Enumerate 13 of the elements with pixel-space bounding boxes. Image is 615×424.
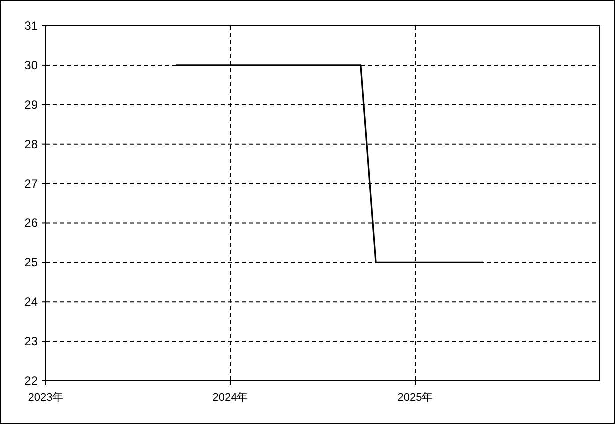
- x-tick-label: 2023年: [28, 392, 64, 404]
- y-tick-label: 30: [24, 58, 38, 72]
- y-tick-label: 29: [24, 98, 38, 112]
- y-tick-label: 26: [24, 216, 38, 230]
- x-tick-label: 2025年: [398, 392, 434, 404]
- y-tick-label: 23: [24, 334, 38, 349]
- y-tick-label: 22: [24, 374, 38, 388]
- y-tick-label: 28: [24, 137, 38, 152]
- x-tick-label: 2024年: [212, 392, 248, 404]
- y-tick-label: 31: [24, 19, 38, 33]
- y-tick-label: 25: [24, 256, 38, 270]
- y-tick-label: 24: [24, 295, 38, 310]
- y-tick-label: 27: [24, 176, 38, 191]
